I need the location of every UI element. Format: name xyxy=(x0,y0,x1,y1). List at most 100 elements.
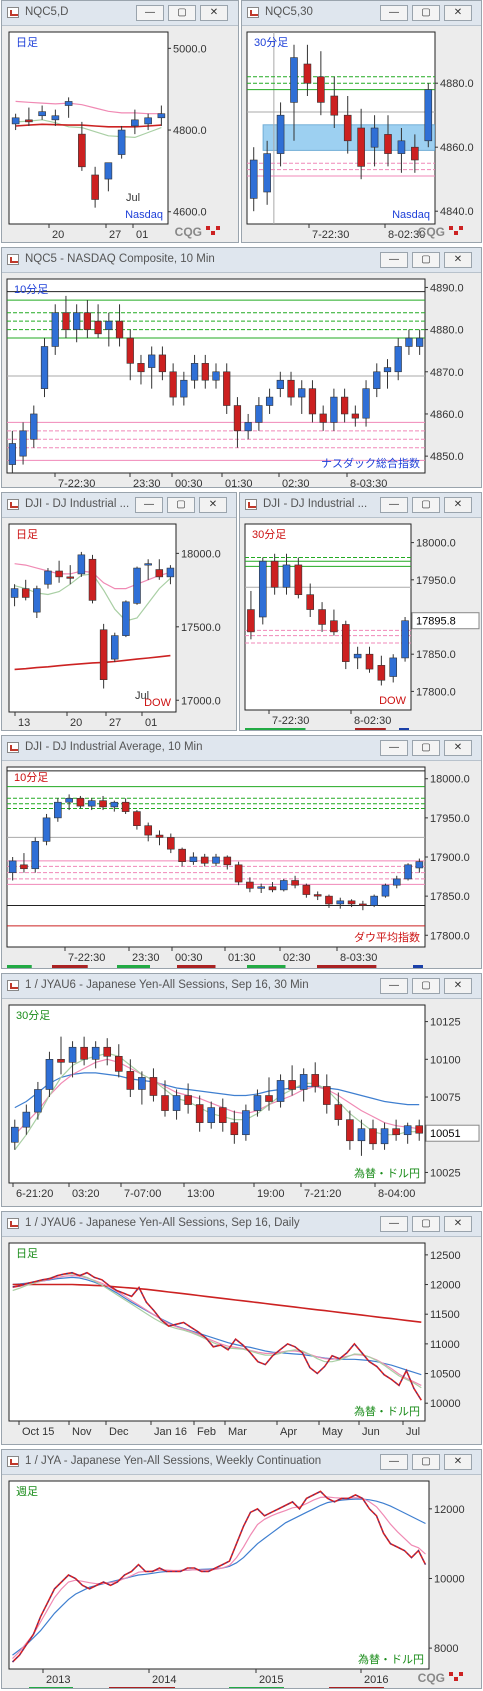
plot-area xyxy=(8,31,169,225)
y-tick-label: 12000 xyxy=(434,1504,465,1516)
maximize-button[interactable]: ▢ xyxy=(412,978,440,994)
chart-area[interactable]: 30分足DOW18000.017950.017900.017850.017800… xyxy=(240,517,481,730)
candle xyxy=(270,560,279,588)
window-titlebar[interactable]: NQC5,D — ▢ ✕ xyxy=(2,1,238,26)
chart-area[interactable]: 日足 為替・ドル円 12500 12000 11500 11000 10500 10000 Oc… xyxy=(2,1236,481,1444)
minimize-button[interactable]: — xyxy=(380,1216,408,1232)
minimize-button[interactable]: — xyxy=(380,252,408,268)
x-tick-label: Jul xyxy=(406,1426,420,1438)
session-marker xyxy=(399,728,409,730)
x-tick-label: Mar xyxy=(228,1426,247,1438)
candle xyxy=(31,841,40,870)
candle xyxy=(255,405,263,423)
window-titlebar[interactable]: NQC5 - NASDAQ Composite, 10 Min — ▢ ✕ xyxy=(2,248,481,273)
cqg-logo-mark xyxy=(459,1672,463,1676)
minimize-button[interactable]: — xyxy=(380,1454,408,1470)
x-tick-label: 03:20 xyxy=(72,1188,100,1200)
window-title: NQC5 - NASDAQ Composite, 10 Min xyxy=(25,253,215,265)
candle xyxy=(111,635,119,660)
y-tick-label: 18000.0 xyxy=(416,538,456,550)
candle xyxy=(424,89,433,142)
y-tick-label: 18000.0 xyxy=(181,548,221,560)
session-marker xyxy=(355,728,386,730)
x-tick-label: 8-03:30 xyxy=(350,478,387,487)
candle xyxy=(377,665,386,681)
moving-average-line xyxy=(14,1058,420,1136)
cqg-logo-mark xyxy=(449,1672,453,1676)
maximize-button[interactable]: ▢ xyxy=(412,497,440,513)
candle xyxy=(157,113,166,119)
candle xyxy=(65,798,73,803)
plot-content xyxy=(245,553,411,686)
close-button[interactable]: ✕ xyxy=(444,978,472,994)
chart-area[interactable]: 週足 為替・ドル円 12000 10000 8000 2013 2014 2015 2016 CQ… xyxy=(2,1474,481,1688)
candle xyxy=(44,570,52,585)
candle xyxy=(223,371,231,406)
chart-area[interactable]: 30分足 為替・ドル円 10125 10100 10075 10025 10051 6-21:… xyxy=(2,998,481,1206)
chart-area[interactable]: 10分足 ダウ平均指数 18000.0 17950.0 17900.0 17850.0 17… xyxy=(2,760,481,968)
maximize-button[interactable]: ▢ xyxy=(412,1454,440,1470)
window-titlebar[interactable]: 1 / JYAU6 - Japanese Yen-All Sessions, S… xyxy=(2,974,481,999)
maximize-button[interactable]: ▢ xyxy=(412,1216,440,1232)
window-titlebar[interactable]: NQC5,30 — ▢ ✕ xyxy=(242,1,481,26)
plot-content xyxy=(7,770,425,927)
minimize-button[interactable]: — xyxy=(135,497,163,513)
candle xyxy=(242,1110,250,1136)
chart-area[interactable]: 日足 Nasdaq 5000.0 4800.0 4600.0 20 27 01 Jul CQG xyxy=(2,25,238,242)
close-button[interactable]: ✕ xyxy=(200,5,228,21)
y-tick-label: 4880.0 xyxy=(430,325,464,337)
maximize-button[interactable]: ▢ xyxy=(412,740,440,756)
candle xyxy=(77,554,86,575)
x-tick-label: 00:30 xyxy=(175,952,203,964)
minimize-button[interactable]: — xyxy=(380,740,408,756)
candle xyxy=(207,1107,216,1123)
chart-area[interactable]: 10分足 ナスダック総合指数 4890.0 4880.0 4870.0 4860.0 485… xyxy=(2,272,481,487)
chart-area[interactable]: 日足 DOW 18000.0 17500.0 17000.0 13 20 27 01 Jul xyxy=(2,517,236,730)
period-label: 10分足 xyxy=(14,283,48,296)
maximize-button[interactable]: ▢ xyxy=(168,5,196,21)
window-titlebar[interactable]: DJI - DJ Industrial ... — ▢ ✕ xyxy=(2,493,236,518)
minimize-button[interactable]: — xyxy=(136,5,164,21)
candle xyxy=(370,127,379,148)
y-tick-label: 17950.0 xyxy=(416,575,456,587)
session-marker xyxy=(317,965,377,968)
chart-svg: 30分足 Nasdaq 4880.0 4860.0 4840.0 7-22:30 8-02:… xyxy=(246,31,474,241)
minimize-button[interactable]: — xyxy=(380,5,408,21)
candle xyxy=(83,312,92,330)
candle xyxy=(253,1095,262,1111)
window-title: 1 / JYAU6 - Japanese Yen-All Sessions, S… xyxy=(25,979,309,991)
candle xyxy=(249,159,258,199)
close-button[interactable]: ✕ xyxy=(444,1454,472,1470)
maximize-button[interactable]: ▢ xyxy=(167,497,195,513)
candle xyxy=(234,864,243,883)
maximize-button[interactable]: ▢ xyxy=(412,252,440,268)
window-titlebar[interactable]: 1 / JYA - Japanese Yen-All Sessions, Wee… xyxy=(2,1450,481,1475)
close-button[interactable]: ✕ xyxy=(444,497,472,513)
window-titlebar[interactable]: 1 / JYAU6 - Japanese Yen-All Sessions, S… xyxy=(2,1212,481,1237)
close-button[interactable]: ✕ xyxy=(199,497,227,513)
chart-area[interactable]: 30分足 Nasdaq 4880.0 4860.0 4840.0 7-22:30 8-02:… xyxy=(242,25,481,242)
y-tick-label: 17900.0 xyxy=(430,852,470,864)
candle xyxy=(105,320,113,330)
window-titlebar[interactable]: DJI - DJ Industrial ... — ▢ ✕ xyxy=(240,493,481,518)
window-titlebar[interactable]: DJI - DJ Industrial Average, 10 Min — ▢ … xyxy=(2,736,481,761)
session-marker xyxy=(52,965,88,968)
moving-average-line xyxy=(14,1072,420,1109)
candle xyxy=(138,1077,146,1090)
close-button[interactable]: ✕ xyxy=(444,740,472,756)
candle xyxy=(369,1128,377,1145)
maximize-button[interactable]: ▢ xyxy=(412,5,440,21)
candle xyxy=(172,1095,181,1111)
candle xyxy=(319,413,327,423)
close-button[interactable]: ✕ xyxy=(444,1216,472,1232)
close-button[interactable]: ✕ xyxy=(444,5,472,21)
period-label: 週足 xyxy=(16,1485,38,1498)
close-button[interactable]: ✕ xyxy=(444,252,472,268)
x-tick-label: 7-22:30 xyxy=(272,715,309,727)
chart-window-icon xyxy=(245,499,257,510)
minimize-button[interactable]: — xyxy=(380,978,408,994)
minimize-button[interactable]: — xyxy=(380,497,408,513)
cqg-logo-mark xyxy=(454,1677,458,1681)
candle xyxy=(223,856,232,866)
